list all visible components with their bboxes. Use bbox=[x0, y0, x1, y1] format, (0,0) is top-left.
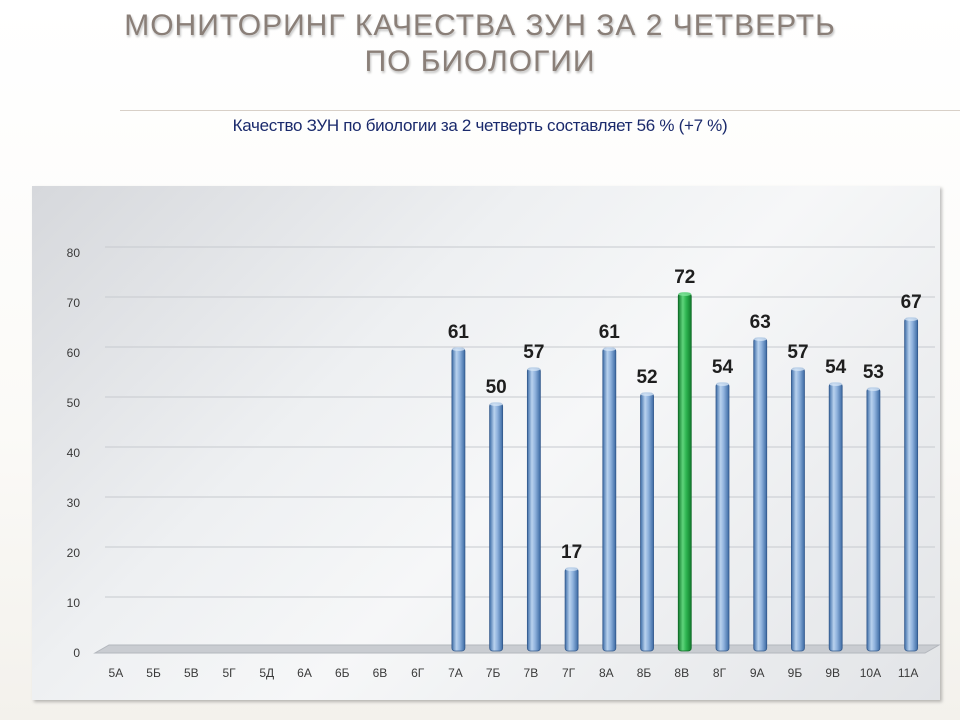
chart-subtitle: Качество ЗУН по биологии за 2 четверть с… bbox=[232, 116, 728, 135]
bar bbox=[791, 367, 805, 652]
bar-cap bbox=[866, 387, 880, 391]
bar-cap bbox=[451, 347, 465, 351]
bar-cap bbox=[716, 382, 729, 386]
bar-body bbox=[677, 292, 692, 652]
bar-body bbox=[715, 382, 730, 652]
data-labels: 61 50 57 17 61 52 72 54 63 57 54 53 67 bbox=[448, 267, 922, 563]
x-tick-label: 10А bbox=[860, 666, 881, 680]
data-label: 54 bbox=[712, 357, 734, 378]
y-tick-label: 10 bbox=[67, 596, 81, 610]
data-label: 17 bbox=[561, 542, 582, 563]
x-tick-label: 8Г bbox=[713, 666, 727, 680]
bar bbox=[904, 317, 919, 652]
bars bbox=[451, 292, 919, 652]
bar-cap bbox=[904, 317, 918, 321]
x-tick-label: 7А bbox=[448, 666, 463, 680]
slide-title-line-2: ПО БИОЛОГИИ bbox=[364, 45, 596, 78]
chart-floor bbox=[93, 644, 941, 654]
x-tick-label: 11А bbox=[898, 666, 918, 680]
bar-body bbox=[828, 382, 843, 652]
x-tick-label: 7Б bbox=[486, 666, 501, 680]
bar-body bbox=[640, 392, 654, 652]
bar bbox=[828, 382, 843, 652]
bar-cap bbox=[678, 292, 692, 296]
y-tick-label: 20 bbox=[67, 546, 81, 560]
bar-body bbox=[489, 402, 504, 652]
x-tick-label: 5Д bbox=[259, 666, 274, 680]
bar-body bbox=[564, 567, 579, 652]
bar-cap bbox=[602, 347, 616, 351]
data-label: 50 bbox=[486, 377, 507, 398]
bar-body bbox=[791, 367, 805, 652]
x-tick-label: 5Б bbox=[146, 666, 161, 680]
x-tick-label: 6А bbox=[297, 666, 312, 680]
bar bbox=[602, 347, 617, 652]
slide-title: МОНИТОРИНГ КАЧЕСТВА ЗУН ЗА 2 ЧЕТВЕРТЬ ПО… bbox=[0, 8, 960, 80]
x-tick-label: 6Б bbox=[335, 666, 350, 680]
x-tick-label: 5Г bbox=[222, 666, 236, 680]
bar-body bbox=[451, 347, 466, 652]
bar-cap bbox=[640, 392, 654, 396]
x-axis-ticks: 5А 5Б 5В 5Г 5Д 6А 6Б 6В 6Г 7А 7Б 7В 7Г 8А 8Б 8В 8Г 9А 9Б 9В… bbox=[109, 666, 919, 680]
bar bbox=[564, 567, 579, 652]
bar bbox=[640, 392, 654, 652]
x-tick-label: 5А bbox=[109, 666, 124, 680]
y-tick-label: 0 bbox=[73, 646, 80, 660]
bar bbox=[677, 292, 692, 652]
y-tick-label: 40 bbox=[67, 446, 81, 460]
bar-cap bbox=[791, 367, 805, 371]
x-tick-label: 7В bbox=[524, 666, 539, 680]
x-tick-label: 9В bbox=[825, 666, 840, 680]
data-label: 67 bbox=[901, 292, 922, 313]
y-axis-ticks: 0 10 20 30 40 50 60 70 80 bbox=[67, 246, 81, 660]
data-label: 54 bbox=[825, 357, 847, 378]
bar-body bbox=[904, 317, 919, 652]
chart-area bbox=[32, 186, 940, 700]
title-divider bbox=[120, 110, 960, 111]
gridlines bbox=[105, 246, 935, 598]
x-tick-label: 8А bbox=[599, 666, 614, 680]
y-tick-label: 60 bbox=[67, 346, 81, 360]
x-tick-label: 7Г bbox=[562, 666, 576, 680]
data-label: 57 bbox=[787, 342, 808, 363]
bar-body bbox=[866, 387, 881, 652]
x-tick-label: 8В bbox=[674, 666, 689, 680]
bar-cap bbox=[829, 382, 843, 386]
bar-body bbox=[602, 347, 617, 652]
x-tick-label: 8Б bbox=[637, 666, 652, 680]
bar-cap bbox=[753, 337, 767, 341]
data-label: 63 bbox=[750, 312, 771, 333]
bar-body bbox=[526, 367, 541, 652]
data-label: 53 bbox=[863, 362, 884, 383]
y-tick-label: 80 bbox=[67, 246, 81, 260]
x-tick-label: 9А bbox=[750, 666, 765, 680]
bar bbox=[753, 337, 768, 652]
x-tick-label: 6Г bbox=[411, 666, 425, 680]
y-tick-label: 70 bbox=[67, 296, 81, 310]
bar bbox=[715, 382, 730, 652]
bar-cap bbox=[527, 367, 541, 371]
y-tick-label: 30 bbox=[67, 496, 81, 510]
y-tick-label: 50 bbox=[67, 396, 81, 410]
slide-title-line-1: МОНИТОРИНГ КАЧЕСТВА ЗУН ЗА 2 ЧЕТВЕРТЬ bbox=[124, 9, 836, 42]
bar bbox=[866, 387, 881, 652]
bar bbox=[526, 367, 541, 652]
x-tick-label: 9Б bbox=[788, 666, 803, 680]
data-label: 52 bbox=[636, 367, 657, 388]
bar bbox=[489, 402, 504, 652]
bar-cap bbox=[489, 402, 503, 406]
chart-floor-plane bbox=[93, 644, 941, 654]
data-label: 57 bbox=[523, 342, 544, 363]
bar-body bbox=[753, 337, 768, 652]
bar-cap bbox=[565, 567, 579, 571]
data-label: 61 bbox=[448, 322, 470, 343]
data-label: 61 bbox=[599, 322, 621, 343]
bar bbox=[451, 347, 466, 652]
x-tick-label: 6В bbox=[373, 666, 388, 680]
x-tick-label: 5В bbox=[184, 666, 199, 680]
data-label: 72 bbox=[674, 267, 695, 288]
